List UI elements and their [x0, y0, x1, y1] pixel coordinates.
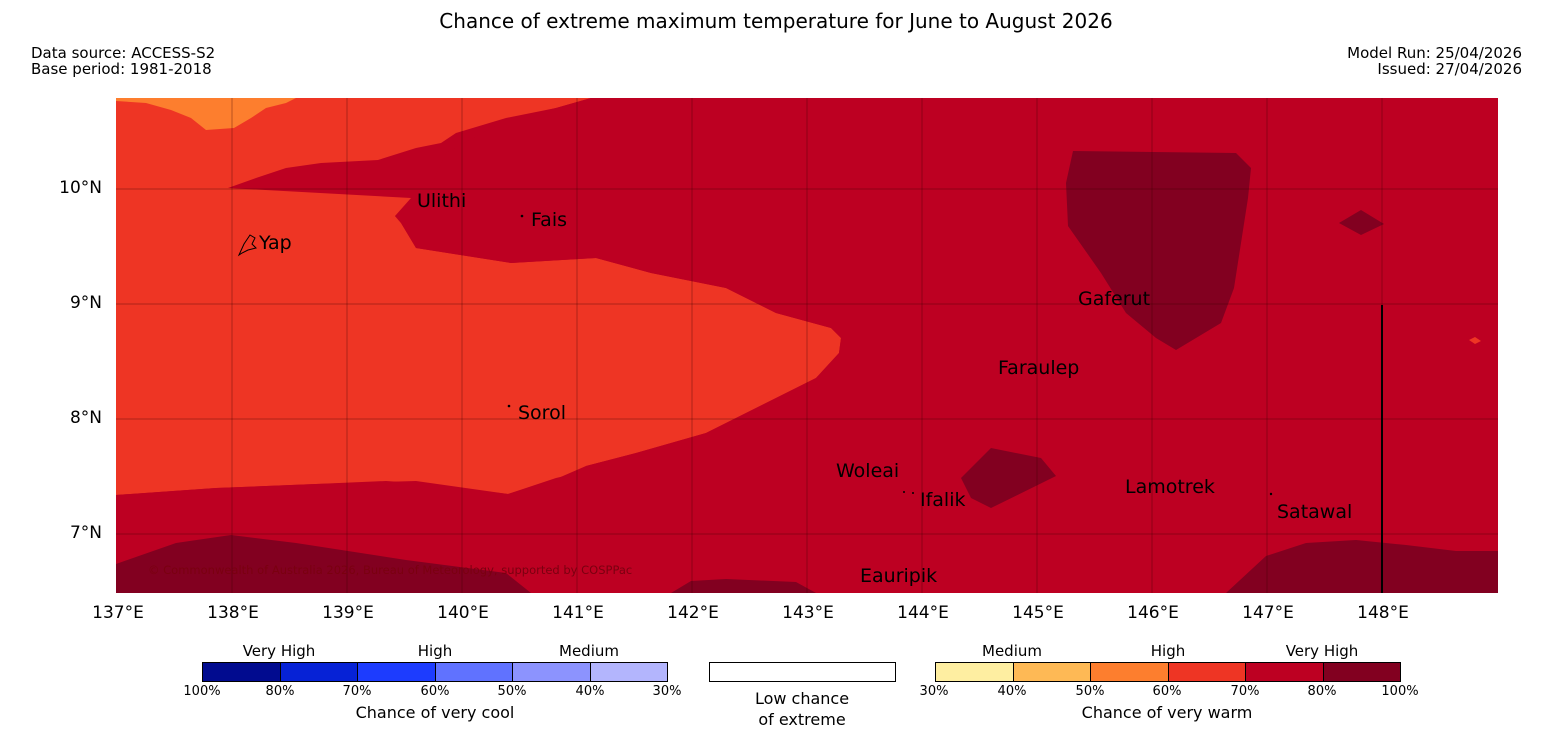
lon-label-142e: 142°E: [667, 603, 719, 623]
zone-60-70: [116, 98, 841, 495]
cool-swatch-40-30: [590, 663, 667, 681]
place-label-satawal: Satawal: [1277, 501, 1353, 523]
cool-swatch-50-40: [513, 663, 591, 681]
warm-tick-40: 40%: [997, 684, 1027, 699]
cool-tick-50: 50%: [497, 684, 527, 699]
cool-header-medium: Medium: [559, 642, 619, 660]
cool-tick-40: 40%: [575, 684, 605, 699]
lat-label-9n: 9°N: [69, 293, 102, 313]
warm-swatch-40-50: [1013, 663, 1091, 681]
warm-swatch-30-40: [936, 663, 1014, 681]
warm-header-very-high: Very High: [1285, 642, 1359, 660]
lon-label-140e: 140°E: [437, 603, 489, 623]
cool-tick-60: 60%: [420, 684, 450, 699]
warm-tick-60: 60%: [1152, 684, 1182, 699]
neutral-legend-label: Low chance of extreme: [702, 688, 902, 730]
cool-tick-70: 70%: [342, 684, 372, 699]
place-label-ifalik: Ifalik: [920, 489, 966, 511]
lat-label-7n: 7°N: [69, 523, 102, 543]
neutral-label-line1: Low chance: [754, 689, 850, 708]
lon-label-137e: 137°E: [92, 603, 144, 623]
place-label-fais: Fais: [531, 209, 568, 231]
lon-label-148e: 148°E: [1357, 603, 1409, 623]
cool-tick-80: 80%: [265, 684, 295, 699]
zone-80-100-gaferut: [1066, 151, 1251, 350]
zone-80-100-woleai: [961, 448, 1056, 508]
sorol-island-marker: [507, 404, 511, 408]
cool-swatch-60-50: [435, 663, 513, 681]
lat-label-8n: 8°N: [69, 408, 102, 428]
zone-80-100-south-west: [116, 535, 531, 593]
data-source-text: Data source: ACCESS-S2: [31, 44, 216, 62]
neutral-label-line2: of extreme: [758, 710, 846, 729]
place-label-sorol: Sorol: [518, 402, 566, 424]
zone-80-100-south-east: [1226, 540, 1498, 593]
forecast-map: [116, 98, 1498, 593]
warm-tick-80: 80%: [1307, 684, 1337, 699]
lon-label-141e: 141°E: [552, 603, 604, 623]
yap-island-outline: [237, 234, 257, 257]
lon-label-145e: 145°E: [1012, 603, 1064, 623]
warm-header-medium: Medium: [982, 642, 1042, 660]
copyright-text: © Commonwealth of Australia 2026, Bureau…: [148, 563, 633, 577]
model-run-text: Model Run: 25/04/2026: [1347, 44, 1522, 62]
lon-label-144e: 144°E: [897, 603, 949, 623]
ifalik-island-marker-2: [912, 492, 914, 494]
chart-title: Chance of extreme maximum temperature fo…: [439, 9, 1113, 33]
warm-colorbar: [935, 662, 1401, 682]
lon-label-138e: 138°E: [207, 603, 259, 623]
place-label-eauripik: Eauripik: [860, 565, 938, 587]
meta-left: Data source: ACCESS-S2 Base period: 1981…: [31, 45, 215, 77]
cool-swatch-100-80: [203, 663, 281, 681]
ifalik-island-marker-1: [903, 491, 905, 493]
warm-tick-100: 100%: [1381, 684, 1419, 699]
warm-legend-title: Chance of very warm: [1081, 703, 1253, 722]
place-label-woleai: Woleai: [836, 460, 900, 482]
lat-label-10n: 10°N: [59, 178, 102, 198]
satawal-island-marker: [1269, 492, 1273, 496]
warm-swatch-70-80: [1246, 663, 1324, 681]
zone-50-60: [116, 98, 296, 130]
cool-legend-title: Chance of very cool: [355, 703, 515, 722]
cool-tick-100: 100%: [183, 684, 221, 699]
lon-label-147e: 147°E: [1242, 603, 1294, 623]
warm-swatch-60-70: [1168, 663, 1246, 681]
cool-header-high: High: [417, 642, 453, 660]
zone-80-100-east: [1339, 210, 1384, 235]
place-label-gaferut: Gaferut: [1078, 288, 1151, 310]
lon-label-143e: 143°E: [782, 603, 834, 623]
cool-colorbar: [202, 662, 668, 682]
place-label-yap: Yap: [259, 232, 292, 254]
cool-swatch-70-60: [358, 663, 436, 681]
warm-swatch-80-100: [1323, 663, 1400, 681]
cool-header-very-high: Very High: [242, 642, 316, 660]
cool-swatch-80-70: [280, 663, 358, 681]
place-label-lamotrek: Lamotrek: [1125, 476, 1215, 498]
neutral-swatch: [709, 662, 896, 682]
warm-swatch-50-60: [1091, 663, 1169, 681]
cool-tick-30: 30%: [652, 684, 682, 699]
base-period-text: Base period: 1981-2018: [31, 60, 212, 78]
warm-tick-70: 70%: [1230, 684, 1260, 699]
zone-60-70-dot: [1469, 337, 1481, 344]
place-label-ulithi: Ulithi: [417, 190, 467, 212]
warm-header-high: High: [1150, 642, 1186, 660]
meta-right: Model Run: 25/04/2026 Issued: 27/04/2026: [1347, 45, 1522, 77]
lon-label-146e: 146°E: [1127, 603, 1179, 623]
warm-tick-30: 30%: [919, 684, 949, 699]
fais-island-marker: [520, 214, 524, 218]
zone-80-100-south-mid: [671, 579, 816, 593]
place-label-faraulep: Faraulep: [998, 357, 1080, 379]
lon-label-139e: 139°E: [322, 603, 374, 623]
issued-text: Issued: 27/04/2026: [1377, 60, 1522, 78]
warm-tick-50: 50%: [1075, 684, 1105, 699]
